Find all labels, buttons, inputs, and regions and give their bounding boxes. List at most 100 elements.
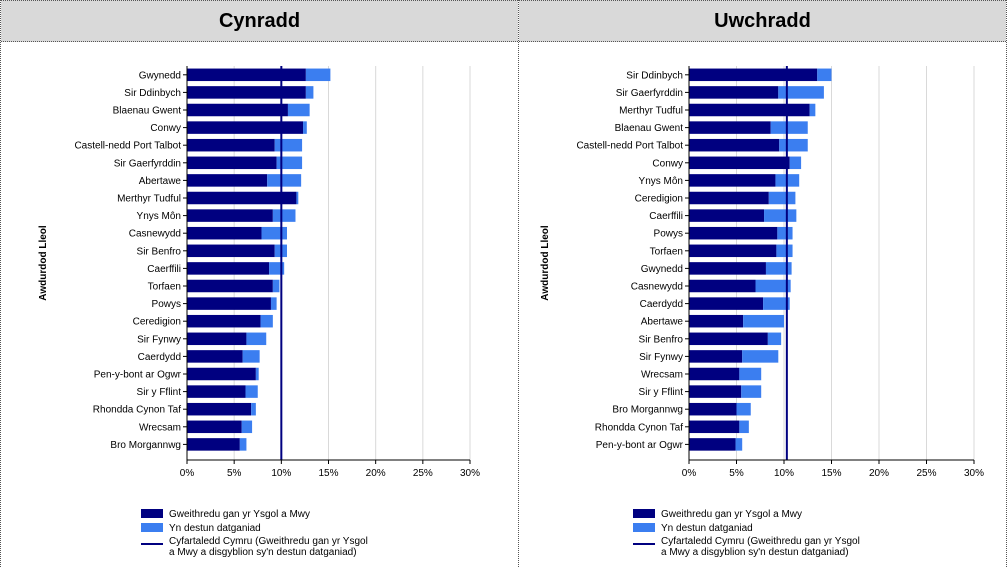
bar-segment-statement (276, 156, 303, 170)
legend-swatch-statement (141, 523, 163, 532)
bar-segment-school-action (187, 332, 247, 346)
x-tick-label: 5% (227, 468, 242, 479)
bar-segment-school-action (187, 279, 273, 293)
bar-segment-school-action (689, 156, 790, 170)
y-tick-label: Powys (152, 299, 181, 310)
y-tick-label: Conwy (652, 158, 683, 169)
y-tick-label: Blaenau Gwent (113, 106, 182, 117)
bar-chart-uwchradd: Sir Ddinbych Sir Gaerfyrddin Merthyr Tudfu… (540, 66, 984, 558)
y-tick-label: Sir y Fflint (137, 387, 182, 398)
bar-segment-school-action (187, 121, 304, 134)
y-tick-label: Sir y Fflint (639, 387, 684, 398)
bar-segment-school-action (689, 191, 769, 205)
y-tick-label: Caerdydd (640, 299, 683, 310)
bar-segment-school-action (689, 420, 740, 434)
bar-segment-school-action (187, 156, 277, 170)
y-tick-label: Sir Benfro (137, 246, 182, 257)
bar-segment-school-action (187, 68, 306, 82)
legend: Gweithredu gan yr Ysgol a Mwy Yn destun d… (633, 509, 860, 558)
y-tick-label: Caerffili (649, 211, 683, 222)
bar-segment-school-action (689, 244, 777, 258)
bar-segment-school-action (689, 86, 779, 99)
legend-label-statement: Yn destun datganiad (661, 523, 753, 534)
y-tick-label: Gwynedd (139, 70, 181, 81)
y-tick-label: Conwy (150, 123, 181, 134)
y-tick-label: Sir Fynwy (137, 334, 181, 345)
bar-segment-statement (274, 138, 303, 152)
panel-title-cynradd: Cynradd (1, 0, 518, 42)
y-tick-labels: Gwynedd Sir Ddinbych Blaenau Gwent Conwy Cas… (74, 70, 187, 451)
chart-panel-cynradd: Cynradd Gwynedd Sir Ddinbych Blaenau Gwent… (0, 0, 519, 567)
y-tick-label: Sir Ddinbych (124, 88, 181, 99)
y-tick-label: Castell-nedd Port Talbot (74, 141, 181, 152)
bar-segment-statement (272, 279, 280, 293)
bar-segment-statement (246, 332, 267, 346)
bar-segment-school-action (689, 226, 778, 240)
y-tick-label: Sir Ddinbych (626, 70, 683, 81)
bar-segment-school-action (689, 279, 756, 293)
bar-segment-school-action (187, 244, 275, 258)
bar-segment-statement (809, 103, 816, 117)
bar-segment-school-action (187, 191, 297, 205)
y-tick-label: Gwynedd (641, 264, 683, 275)
bar-segment-statement (739, 420, 749, 434)
y-tick-label: Castell-nedd Port Talbot (576, 141, 683, 152)
y-tick-label: Ceredigion (635, 194, 683, 205)
bar-segment-statement (296, 191, 299, 205)
y-tick-label: Ceredigion (133, 317, 181, 328)
y-tick-label: Sir Gaerfyrddin (616, 88, 683, 99)
bar-segment-statement (770, 121, 808, 134)
bar-segment-statement (270, 297, 277, 310)
x-tick-label: 25% (413, 468, 433, 479)
bar-segment-statement (241, 420, 253, 434)
y-tick-label: Sir Benfro (639, 334, 684, 345)
bar-segment-school-action (689, 68, 818, 82)
bar-segment-statement (305, 86, 314, 99)
x-tick-label: 15% (821, 468, 841, 479)
bar-segment-statement (736, 402, 751, 416)
bar-segment-school-action (187, 209, 273, 222)
x-tick-label: 15% (318, 468, 338, 479)
legend: Gweithredu gan yr Ysgol a Mwy Yn destun d… (141, 509, 368, 558)
bar-segment-statement (272, 209, 296, 222)
bar-segment-school-action (187, 314, 261, 328)
bar-segment-statement (765, 262, 792, 275)
bar-segment-school-action (187, 103, 288, 117)
bar-segment-school-action (187, 385, 246, 398)
y-tick-label: Merthyr Tudful (117, 194, 181, 205)
bar-segment-statement (742, 350, 779, 363)
bar-segment-statement (739, 367, 762, 381)
legend-swatch-school-action (633, 509, 655, 518)
x-tick-label: 5% (729, 468, 744, 479)
y-tick-label: Caerdydd (138, 352, 181, 363)
bar-segment-school-action (187, 420, 242, 434)
bar-segment-school-action (689, 385, 742, 398)
bar-segment-school-action (689, 262, 766, 275)
bar-segment-statement (767, 332, 782, 346)
bar-segment-school-action (187, 174, 268, 187)
bar-segment-statement (305, 68, 331, 82)
y-tick-label: Sir Fynwy (639, 352, 683, 363)
bar-segment-statement (776, 244, 793, 258)
bar-segment-school-action (187, 138, 275, 152)
bar-segment-school-action (689, 402, 737, 416)
y-tick-label: Abertawe (641, 317, 684, 328)
x-tick-label: 30% (460, 468, 480, 479)
bar-segment-school-action (187, 86, 306, 99)
bar-segment-statement (817, 68, 832, 82)
y-tick-label: Merthyr Tudful (619, 106, 683, 117)
legend-label-average-cont: a Mwy a disgyblion sy'n destun datganiad… (169, 547, 357, 558)
y-tick-label: Pen-y-bont ar Ogwr (94, 370, 182, 381)
bar-segment-statement (267, 174, 302, 187)
legend-swatch-statement (633, 523, 655, 532)
bar-segment-statement (764, 209, 797, 222)
bar-segment-statement (242, 350, 260, 363)
bar-segment-statement (303, 121, 307, 134)
bars (187, 68, 331, 451)
bar-segment-school-action (187, 367, 256, 381)
bar-segment-school-action (689, 174, 776, 187)
x-tick-label: 25% (916, 468, 936, 479)
y-tick-label: Pen-y-bont ar Ogwr (596, 440, 684, 451)
panel-title-uwchradd: Uwchradd (519, 0, 1006, 42)
